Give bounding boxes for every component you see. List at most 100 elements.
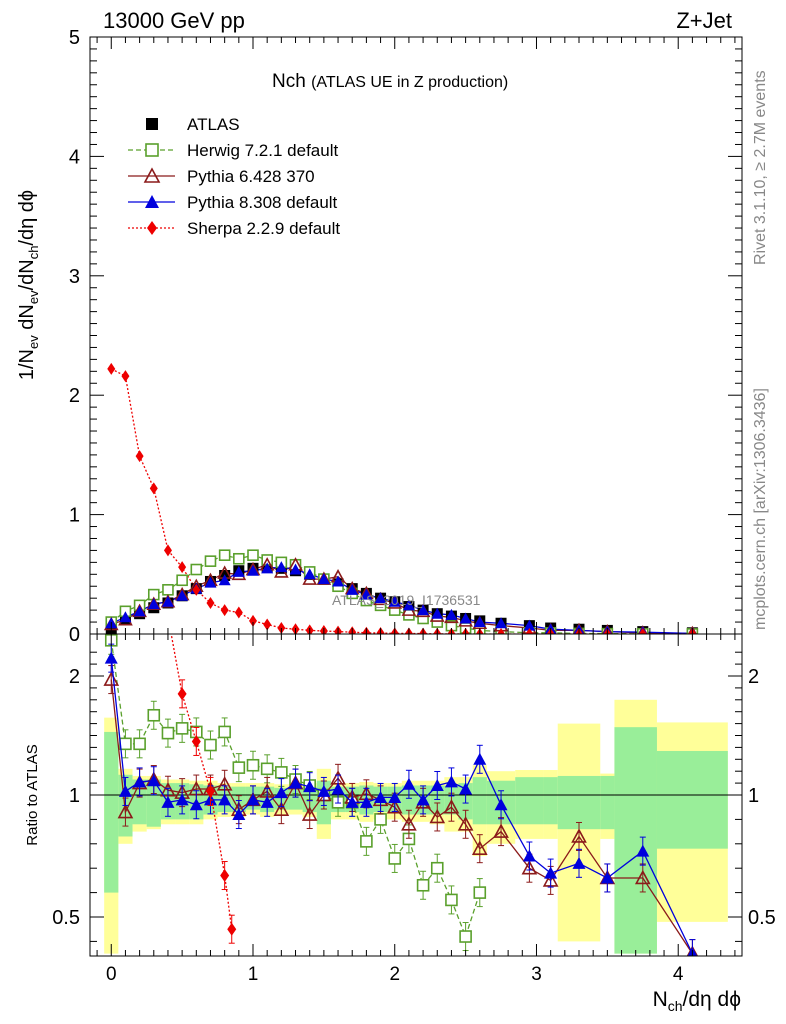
analysis-watermark: ATLAS_2019_I1736531 (332, 592, 481, 608)
data-point (497, 628, 506, 634)
stat-band (614, 727, 657, 954)
data-point (495, 617, 508, 629)
ratio-point (274, 786, 288, 799)
stat-band (288, 787, 303, 810)
data-point (459, 612, 472, 624)
plot-title-sub: (ATLAS UE in Z production) (311, 74, 508, 91)
data-point (204, 555, 217, 567)
ratio-point (161, 795, 175, 808)
series-line (111, 563, 693, 634)
ratio-point (220, 869, 230, 883)
ratio-point (494, 798, 508, 811)
ratio-point (218, 793, 232, 806)
ratio-point (147, 774, 161, 787)
ratio-plot-area (90, 610, 742, 956)
ratio-point (493, 823, 509, 838)
ratio-point (317, 784, 331, 797)
stat-band (543, 777, 558, 825)
ratio-y-tick-label-right: 1 (748, 785, 759, 807)
data-point (525, 628, 534, 634)
data-point (149, 482, 158, 495)
plot-title: Nch (ATLAS UE in Z production) (272, 71, 508, 92)
ratio-point (443, 799, 460, 814)
data-point (218, 549, 231, 561)
data-point (275, 561, 288, 573)
ratio-point (303, 780, 317, 793)
ratio-point (191, 734, 201, 748)
ratio-point (133, 775, 147, 788)
y-tick-label: 2 (69, 385, 80, 407)
data-point (121, 370, 130, 383)
ratio-y-tick-label-right: 2 (748, 666, 759, 688)
plot-title-main: Nch (272, 71, 306, 92)
y-tick-label: 0 (69, 624, 80, 646)
ratio-point (416, 878, 430, 892)
legend-marker (145, 143, 159, 157)
ratio-point (227, 922, 237, 936)
ratio-y-tick-label-left: 0.5 (52, 907, 80, 929)
ratio-point (147, 708, 161, 722)
main-axes: 0 1 2 3 4 5 (69, 27, 742, 646)
data-point (163, 544, 172, 557)
ratio-point (218, 725, 231, 739)
data-point (417, 604, 430, 616)
legend-label: ATLAS (187, 115, 240, 134)
ratio-point (473, 752, 487, 765)
series-markers-4 (107, 362, 697, 634)
ratio-point (133, 737, 146, 751)
data-point (135, 450, 144, 463)
ratio-point (205, 784, 215, 798)
ratio-point (374, 790, 388, 803)
stat-band (401, 785, 416, 815)
ratio-point (457, 816, 474, 831)
ratio-line (110, 679, 693, 954)
x-tick-label: 3 (531, 964, 542, 985)
legend-marker (146, 118, 158, 130)
data-point (233, 552, 245, 565)
ratio-axes: 0 1 2 3 4 0.5 0.5 1 1 2 2 (52, 634, 776, 985)
ratio-point (301, 806, 318, 821)
data-point (445, 608, 458, 620)
series-line (110, 554, 693, 634)
x-tick-label: 1 (248, 964, 259, 985)
series-line (111, 566, 693, 634)
data-point (247, 564, 259, 576)
data-point (388, 595, 401, 607)
ratio-point (289, 776, 303, 789)
data-point (133, 605, 146, 617)
ratio-point (374, 813, 387, 826)
ratio-y-tick-label-left: 2 (69, 666, 80, 688)
data-point (346, 583, 359, 595)
ratio-y-tick-label-left: 1 (69, 785, 80, 807)
ratio-point (189, 798, 203, 811)
ratio-point (118, 784, 132, 797)
data-point (289, 563, 302, 575)
data-point (247, 549, 259, 561)
data-point (161, 595, 174, 607)
data-point (119, 611, 132, 623)
ylabel-d: /dη dϕ (16, 190, 38, 246)
ratio-point (103, 671, 120, 686)
ratio-point (175, 722, 189, 735)
ratio-point (636, 844, 650, 857)
ratio-point (429, 808, 446, 824)
stat-band (104, 731, 119, 893)
data-point (523, 619, 536, 631)
ratio-point (473, 886, 487, 899)
ratio-point (232, 808, 246, 821)
data-point (162, 584, 174, 596)
ratio-point (522, 849, 536, 862)
y-tick-label: 3 (69, 266, 80, 288)
legend-label: Pythia 6.428 370 (187, 167, 315, 186)
data-point (234, 606, 243, 619)
ratio-point (388, 852, 402, 865)
y-tick-label: 5 (69, 27, 80, 49)
data-point (638, 628, 647, 634)
data-point (178, 561, 187, 574)
stat-band (557, 775, 601, 830)
ratio-point (459, 782, 473, 795)
ratio-point (246, 758, 260, 772)
legend-marker (147, 221, 157, 235)
ratio-point (163, 610, 172, 623)
ylabel-c: /dN (16, 259, 38, 290)
